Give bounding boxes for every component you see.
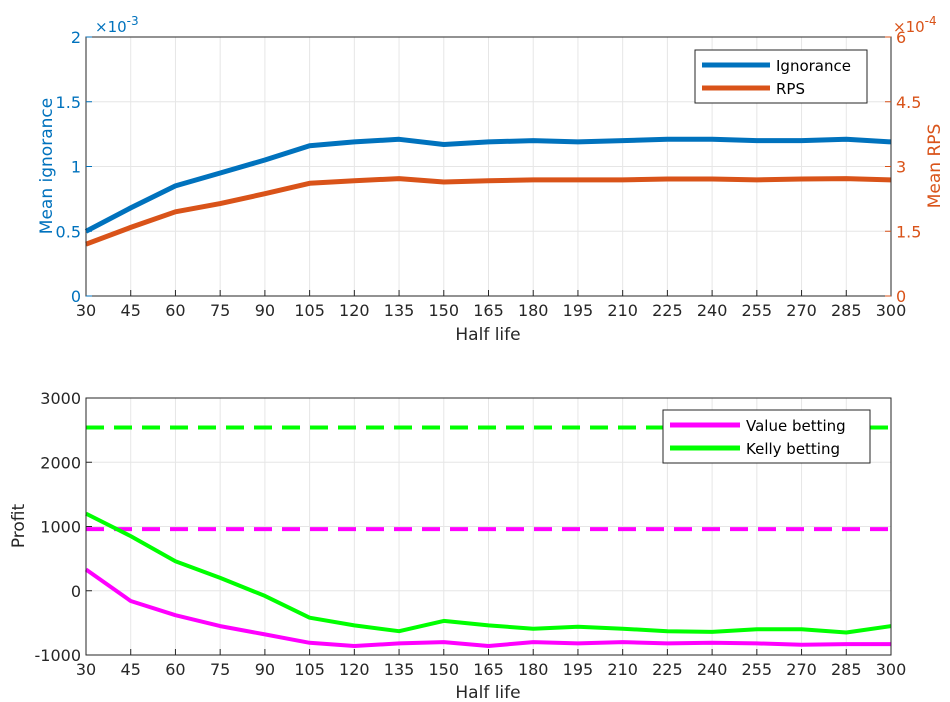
bottom-series <box>84 425 892 648</box>
bottom-y-ticks: -1000 0 1000 2000 3000 <box>35 389 92 665</box>
series-line-rps <box>85 176 892 247</box>
bottom-x-tick-label: 240 <box>697 660 728 679</box>
top-x-ticks: 30 45 60 75 90 105 120 135 150 165 180 195 210 225 240… <box>76 290 906 320</box>
top-legend: Ignorance RPS <box>694 49 868 104</box>
top-x-tick-label: 120 <box>339 301 370 320</box>
top-x-tick-label: 270 <box>786 301 817 320</box>
top-x-tick-label: 135 <box>384 301 415 320</box>
top-left-y-tick-label: 0.5 <box>56 222 81 241</box>
bottom-x-tick-label: 60 <box>165 660 185 679</box>
bottom-chart: 30 45 60 75 90 105 120 135 150 165 180 195 210 225 240… <box>9 389 906 702</box>
top-left-y-ticks: 0 0.5 1 1.5 2 <box>56 28 92 306</box>
bottom-y-tick-label: 0 <box>71 582 81 601</box>
top-right-y-axis-label: Mean RPS <box>925 124 945 209</box>
top-chart: 30 45 60 75 90 105 120 135 150 165 180 195 210 225 240… <box>37 14 945 345</box>
top-x-tick-label: 180 <box>518 301 549 320</box>
top-x-tick-label: 300 <box>876 301 907 320</box>
bottom-x-tick-label: 150 <box>429 660 460 679</box>
bottom-legend-box <box>662 409 871 464</box>
series-line-kelly-betting <box>85 511 892 635</box>
top-right-y-tick-label: 3 <box>896 158 906 177</box>
top-left-y-tick-label: 2 <box>71 28 81 47</box>
top-x-tick-label: 285 <box>831 301 862 320</box>
top-left-y-tick-label: 0 <box>71 287 81 306</box>
bottom-x-tick-label: 180 <box>518 660 549 679</box>
top-left-y-tick-label: 1 <box>71 158 81 177</box>
top-x-tick-label: 30 <box>76 301 96 320</box>
bottom-x-axis-label: Half life <box>455 683 520 702</box>
bottom-x-tick-label: 30 <box>76 660 96 679</box>
top-right-y-tick-label: 4.5 <box>896 93 921 112</box>
top-x-tick-label: 90 <box>255 301 275 320</box>
top-left-exponent: ×10-3 <box>95 14 139 36</box>
top-x-tick-label: 225 <box>652 301 683 320</box>
bottom-y-tick-label: 3000 <box>40 389 81 408</box>
bottom-y-tick-label: 1000 <box>40 518 81 537</box>
top-x-axis-label: Half life <box>455 325 520 345</box>
top-x-tick-label: 255 <box>742 301 773 320</box>
bottom-x-tick-label: 210 <box>607 660 638 679</box>
top-x-tick-label: 45 <box>121 301 141 320</box>
top-legend-box <box>694 49 868 104</box>
top-left-y-tick-label: 1.5 <box>56 93 81 112</box>
top-right-y-ticks: 0 1.5 3 4.5 6 <box>885 28 921 306</box>
bottom-legend: Value betting Kelly betting <box>662 409 871 464</box>
top-series <box>84 136 892 247</box>
bottom-x-tick-label: 225 <box>652 660 683 679</box>
top-x-tick-label: 150 <box>429 301 460 320</box>
top-right-y-tick-label: 0 <box>896 287 906 306</box>
legend-label-ignorance: Ignorance <box>776 57 851 75</box>
top-right-y-tick-label: 1.5 <box>896 222 921 241</box>
top-x-tick-label: 210 <box>607 301 638 320</box>
top-right-y-tick-label: 6 <box>896 28 906 47</box>
bottom-x-tick-label: 195 <box>563 660 594 679</box>
top-x-tick-label: 195 <box>563 301 594 320</box>
bottom-x-ticks: 30 45 60 75 90 105 120 135 150 165 180 195 210 225 240… <box>76 649 906 679</box>
bottom-x-tick-label: 105 <box>294 660 325 679</box>
bottom-x-tick-label: 165 <box>473 660 504 679</box>
bottom-x-tick-label: 120 <box>339 660 370 679</box>
bottom-x-tick-label: 75 <box>210 660 230 679</box>
top-x-tick-label: 60 <box>165 301 185 320</box>
top-x-tick-label: 75 <box>210 301 230 320</box>
legend-label-value-betting: Value betting <box>746 417 846 435</box>
bottom-x-tick-label: 90 <box>255 660 275 679</box>
bottom-y-tick-label: -1000 <box>35 646 82 665</box>
top-x-tick-label: 240 <box>697 301 728 320</box>
bottom-x-tick-label: 135 <box>384 660 415 679</box>
top-left-y-axis-label: Mean ignorance <box>37 98 57 234</box>
bottom-x-tick-label: 45 <box>121 660 141 679</box>
bottom-y-tick-label: 2000 <box>40 453 81 472</box>
bottom-x-tick-label: 300 <box>876 660 907 679</box>
top-right-exponent: ×10-4 <box>893 14 937 36</box>
legend-label-kelly-betting: Kelly betting <box>746 440 840 458</box>
bottom-x-tick-label: 255 <box>742 660 773 679</box>
bottom-y-axis-label: Profit <box>9 503 29 548</box>
bottom-x-tick-label: 285 <box>831 660 862 679</box>
top-x-tick-label: 165 <box>473 301 504 320</box>
bottom-x-tick-label: 270 <box>786 660 817 679</box>
top-x-tick-label: 105 <box>294 301 325 320</box>
legend-label-rps: RPS <box>776 80 805 98</box>
series-line-ignorance <box>84 136 892 234</box>
series-line-value-betting <box>84 567 891 648</box>
